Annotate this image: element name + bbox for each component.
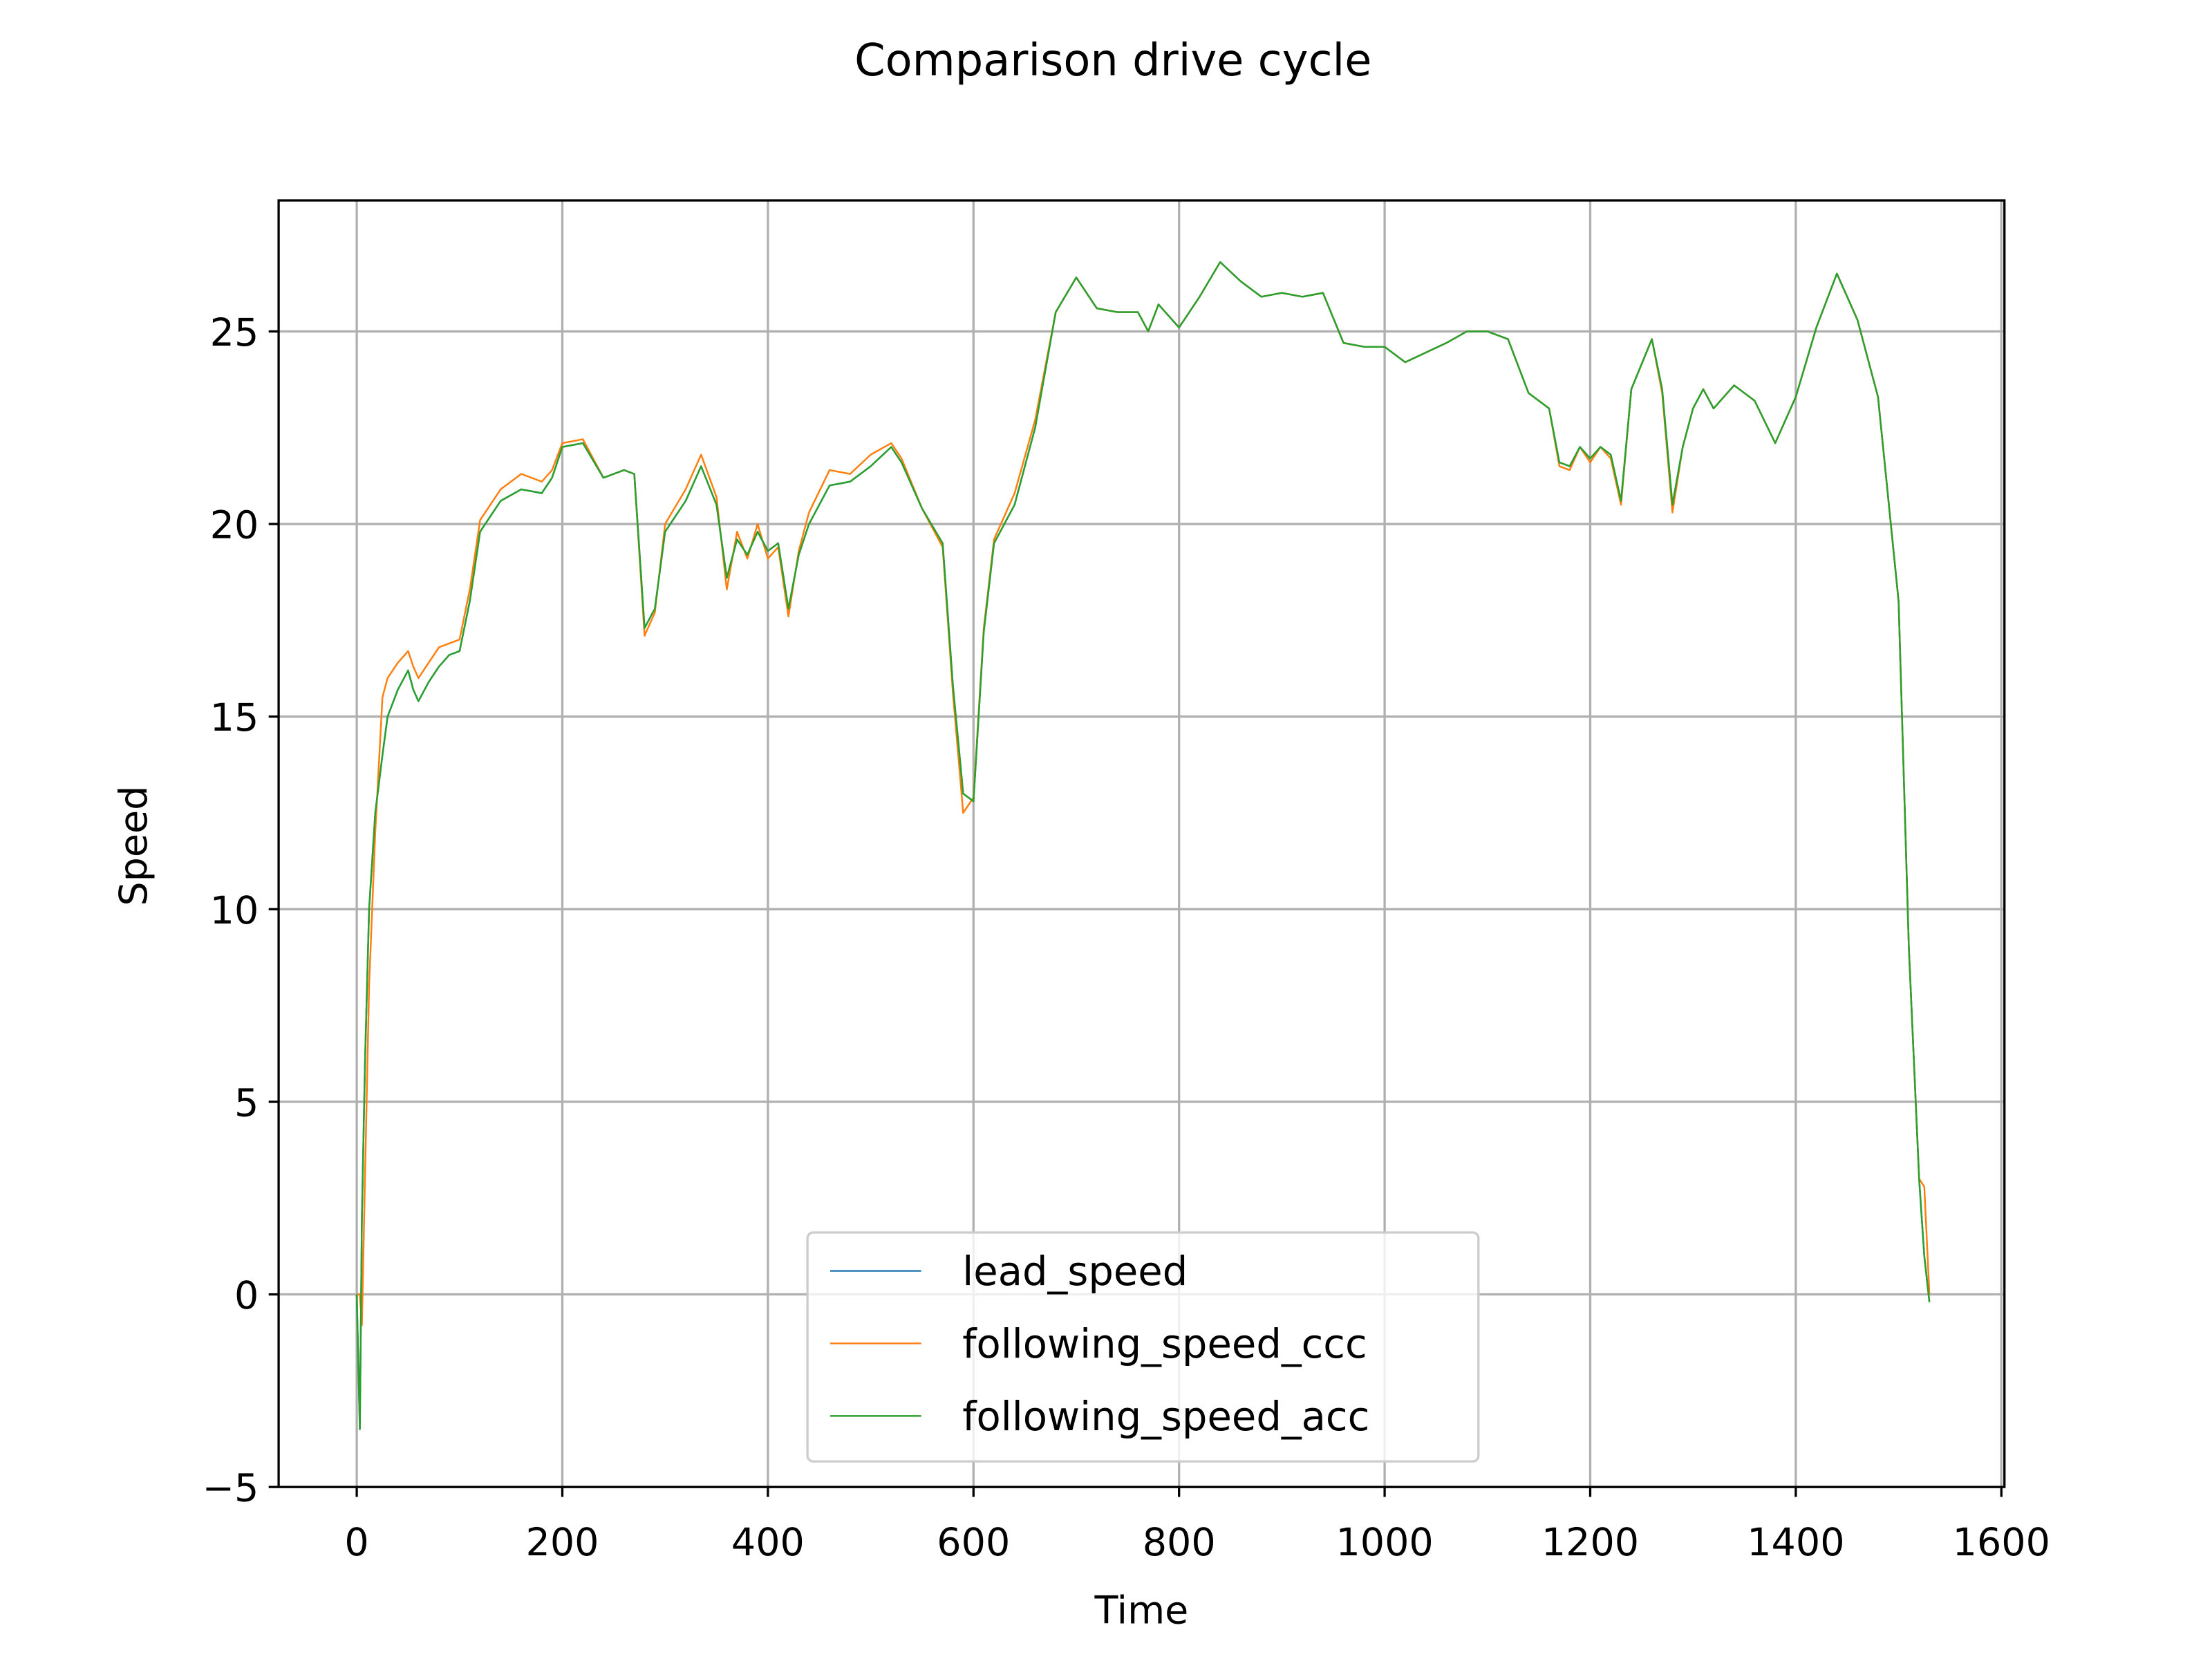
y-tick-label: 15: [210, 695, 259, 740]
legend: lead_speed following_speed_ccc following_s…: [806, 1231, 1480, 1463]
x-tick-label: 0: [344, 1520, 368, 1565]
x-axis-label: Time: [1094, 1588, 1188, 1633]
legend-label: following_speed_ccc: [962, 1321, 1367, 1367]
y-tick-label: −5: [202, 1466, 259, 1511]
y-tick-label: 20: [210, 503, 259, 548]
series-line: [355, 261, 1931, 1430]
y-axis-label: Speed: [111, 786, 156, 906]
y-tick-label: 10: [210, 888, 259, 933]
series-line: [357, 261, 1931, 1327]
legend-box: [806, 1231, 1480, 1463]
x-tick-label: 1200: [1541, 1520, 1639, 1565]
plot-frame: [277, 199, 2006, 1488]
chart-title: Comparison drive cycle: [854, 35, 1371, 86]
legend-label: lead_speed: [962, 1248, 1188, 1295]
x-tick-label: 1400: [1747, 1520, 1844, 1565]
x-tick-label: 1000: [1335, 1520, 1433, 1565]
y-tick-label: 0: [234, 1273, 259, 1318]
x-tick-label: 1600: [1953, 1520, 2050, 1565]
x-tick-label: 400: [731, 1520, 805, 1565]
x-tick-label: 600: [937, 1520, 1010, 1565]
x-tick-label: 200: [526, 1520, 599, 1565]
x-tick-label: 800: [1143, 1520, 1216, 1565]
legend-label: following_speed_acc: [962, 1394, 1369, 1440]
y-tick-label: 25: [210, 310, 259, 355]
y-tick-label: 5: [234, 1080, 259, 1125]
